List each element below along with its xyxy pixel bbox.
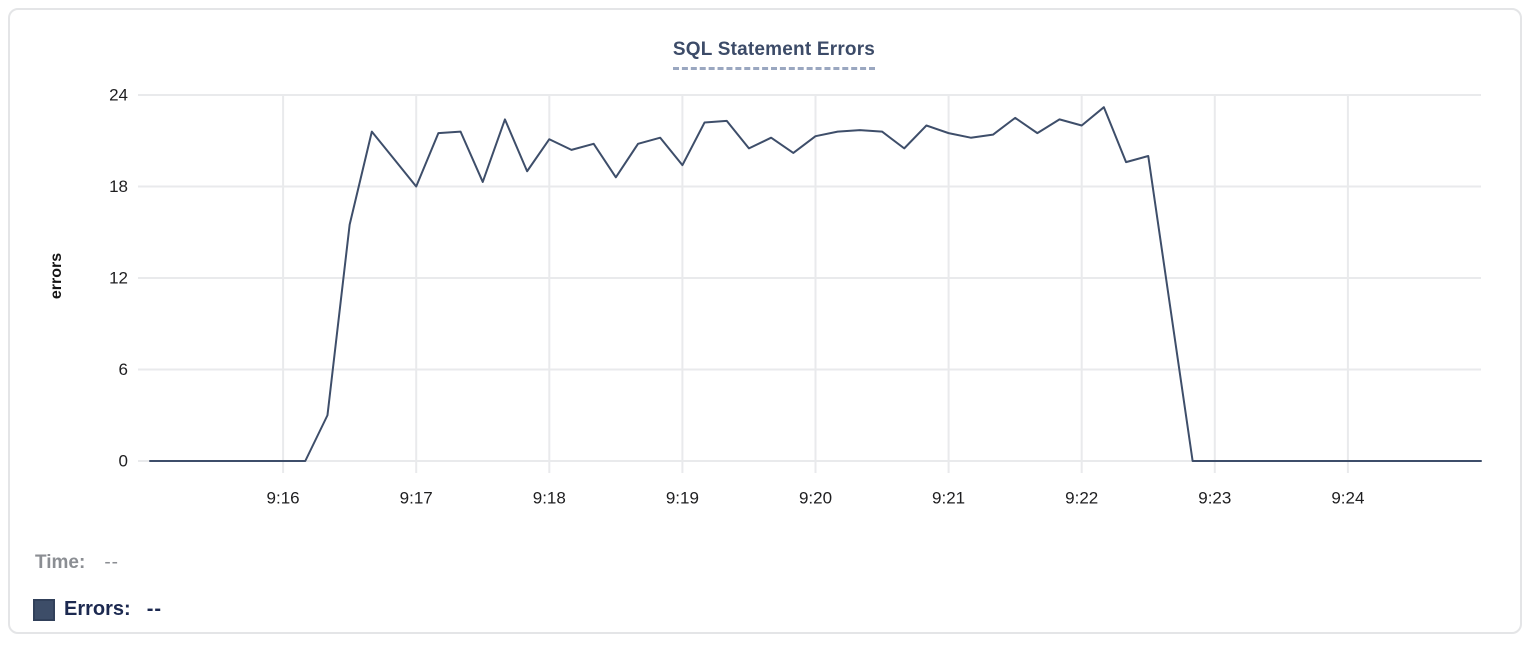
legend-time-value: -- xyxy=(104,552,119,573)
y-axis-tick-label: 0 xyxy=(119,452,128,471)
y-axis-tick-label: 18 xyxy=(109,177,128,196)
x-axis-tick-label: 9:20 xyxy=(799,489,832,508)
x-axis-tick-label: 9:22 xyxy=(1065,489,1098,508)
x-axis-tick-label: 9:16 xyxy=(267,489,300,508)
chart-card: 9:16 9:17 9:18 9:19 9:20 9:21 9:22 9:23 9:24 0 6 12… xyxy=(8,8,1522,634)
y-axis-label: errors xyxy=(48,252,65,300)
x-axis-tick-label: 9:21 xyxy=(932,489,965,508)
legend-errors-row[interactable]: Errors: -- xyxy=(33,598,162,621)
x-axis-tick-label: 9:24 xyxy=(1331,489,1364,508)
legend-time-row: Time: -- xyxy=(35,552,119,574)
x-axis-tick-label: 9:18 xyxy=(533,489,566,508)
y-axis-tick-label: 12 xyxy=(109,269,128,288)
sql-errors-line-chart: 9:16 9:17 9:18 9:19 9:20 9:21 9:22 9:23 9:24 0 6 12… xyxy=(109,86,1482,508)
x-axis-tick-label: 9:19 xyxy=(666,489,699,508)
y-axis-tick-label: 24 xyxy=(109,86,128,105)
chart-title-link[interactable]: SQL Statement Errors xyxy=(672,39,876,70)
errors-series-swatch xyxy=(33,598,55,621)
x-axis-tick-label: 9:23 xyxy=(1198,489,1231,508)
errors-series-line[interactable] xyxy=(149,106,1482,462)
legend-errors-value: -- xyxy=(146,598,163,620)
x-axis-tick-label: 9:17 xyxy=(400,489,433,508)
chart-header: SQL Statement Errors xyxy=(10,39,1528,70)
y-axis-tick-label: 6 xyxy=(119,360,128,379)
legend-time-label: Time: xyxy=(35,552,86,573)
legend-errors-label: Errors: xyxy=(64,598,131,620)
